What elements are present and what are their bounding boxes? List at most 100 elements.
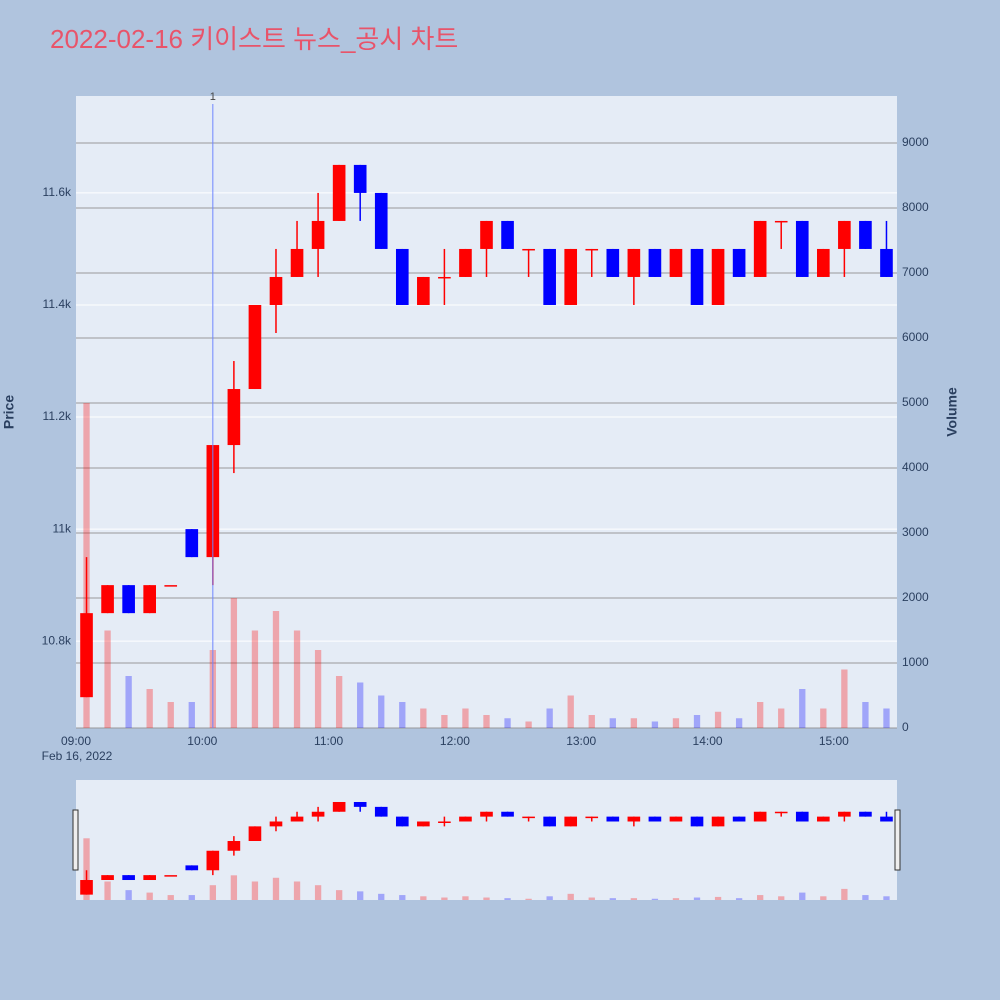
volume-bar xyxy=(714,896,722,900)
candle-body xyxy=(122,875,135,881)
x-tick-label: 09:00 xyxy=(61,734,91,748)
y2-tick-label: 8000 xyxy=(902,200,929,214)
volume-bar xyxy=(799,688,806,728)
x-tick-label: 11:00 xyxy=(314,734,343,748)
volume-bar xyxy=(272,610,280,728)
volume-bar xyxy=(588,897,595,900)
volume-bar xyxy=(757,895,764,900)
volume-bar xyxy=(125,890,132,900)
candle-body xyxy=(332,801,346,812)
volume-bar xyxy=(188,895,195,900)
candle-body xyxy=(648,248,662,277)
volume-bar xyxy=(251,881,259,900)
candle-body xyxy=(690,248,704,305)
x-tick-label: 15:00 xyxy=(819,734,849,748)
candle-body xyxy=(395,248,409,305)
candle-body xyxy=(353,164,367,193)
y2-tick-label: 3000 xyxy=(902,525,929,539)
volume-bar xyxy=(104,630,111,728)
candle-body xyxy=(101,875,114,881)
y-tick-label: 11k xyxy=(53,521,72,535)
rangeslider-handle[interactable] xyxy=(72,809,79,871)
annotation: 1 xyxy=(210,91,216,103)
volume-bar xyxy=(188,701,195,728)
candle-body xyxy=(627,816,641,822)
volume-bar xyxy=(462,708,469,728)
candle-body xyxy=(417,276,430,305)
plot-area xyxy=(76,96,897,728)
candle-body xyxy=(290,248,304,277)
volume-bar xyxy=(335,675,343,728)
candle-body xyxy=(838,811,851,817)
y2-tick-label: 1000 xyxy=(902,655,929,669)
x-date-label: Feb 16, 2022 xyxy=(42,749,113,763)
volume-bar xyxy=(567,893,574,900)
volume-bar xyxy=(672,898,680,900)
candle-body xyxy=(227,841,241,851)
candle-body xyxy=(817,816,830,822)
volume-bar xyxy=(862,895,869,900)
candle-body xyxy=(690,816,704,827)
volume-bar xyxy=(778,708,785,728)
candle-body xyxy=(732,248,746,277)
candle-body xyxy=(227,389,241,446)
candle-body xyxy=(753,811,767,822)
candle-body xyxy=(374,192,388,249)
volume-bar xyxy=(483,897,490,900)
y2-tick-label: 5000 xyxy=(902,395,929,409)
candle-body xyxy=(438,821,451,823)
candle-body xyxy=(311,220,325,249)
candle-body xyxy=(185,529,199,558)
volume-bar xyxy=(125,675,132,728)
volume-bar xyxy=(757,701,764,728)
volume-bar xyxy=(378,893,385,900)
x-tick-label: 13:00 xyxy=(566,734,596,748)
volume-bar xyxy=(483,714,490,728)
volume-bar xyxy=(651,721,659,728)
candle-body xyxy=(269,821,283,827)
candle-body xyxy=(711,248,725,305)
candle-body xyxy=(585,248,599,251)
y-tick-label: 10.8k xyxy=(42,633,72,647)
volume-bar xyxy=(735,718,743,728)
y-axis-label: Price xyxy=(1,395,17,429)
volume-bar xyxy=(251,630,259,728)
y2-tick-label: 4000 xyxy=(902,460,929,474)
x-tick-label: 10:00 xyxy=(187,734,217,748)
volume-bar xyxy=(357,891,364,900)
volume-bar xyxy=(399,895,406,900)
candle-body xyxy=(522,248,535,251)
candle-body xyxy=(248,826,262,842)
candle-body xyxy=(795,811,809,822)
y-tick-label: 11.4k xyxy=(43,297,72,311)
volume-bar xyxy=(883,896,890,900)
volume-bar xyxy=(630,718,638,728)
candle-body xyxy=(417,821,430,827)
volume-bar xyxy=(399,701,406,728)
candle-body xyxy=(732,816,746,822)
volume-bar xyxy=(420,896,427,900)
candle-body xyxy=(206,850,220,871)
x-tick-label: 12:00 xyxy=(440,734,470,748)
rangeslider-handle[interactable] xyxy=(894,809,901,871)
volume-bar xyxy=(462,896,469,900)
candle-body xyxy=(817,248,830,277)
volume-bar xyxy=(357,682,364,728)
y2-tick-label: 9000 xyxy=(902,135,929,149)
candle-body xyxy=(501,811,514,817)
candle-body xyxy=(859,220,872,249)
volume-bar xyxy=(862,701,869,728)
volume-bar xyxy=(735,898,743,900)
volume-bar xyxy=(314,649,322,728)
volume-bar xyxy=(146,688,153,728)
volume-bar xyxy=(609,718,616,728)
candle-body xyxy=(269,276,283,305)
candle-body xyxy=(838,220,851,249)
volume-bar xyxy=(293,630,301,728)
x-tick-label: 14:00 xyxy=(693,734,723,748)
volume-bar xyxy=(609,898,616,900)
y2-tick-label: 7000 xyxy=(902,265,929,279)
candle-body xyxy=(143,875,156,881)
candle-body xyxy=(290,816,304,822)
